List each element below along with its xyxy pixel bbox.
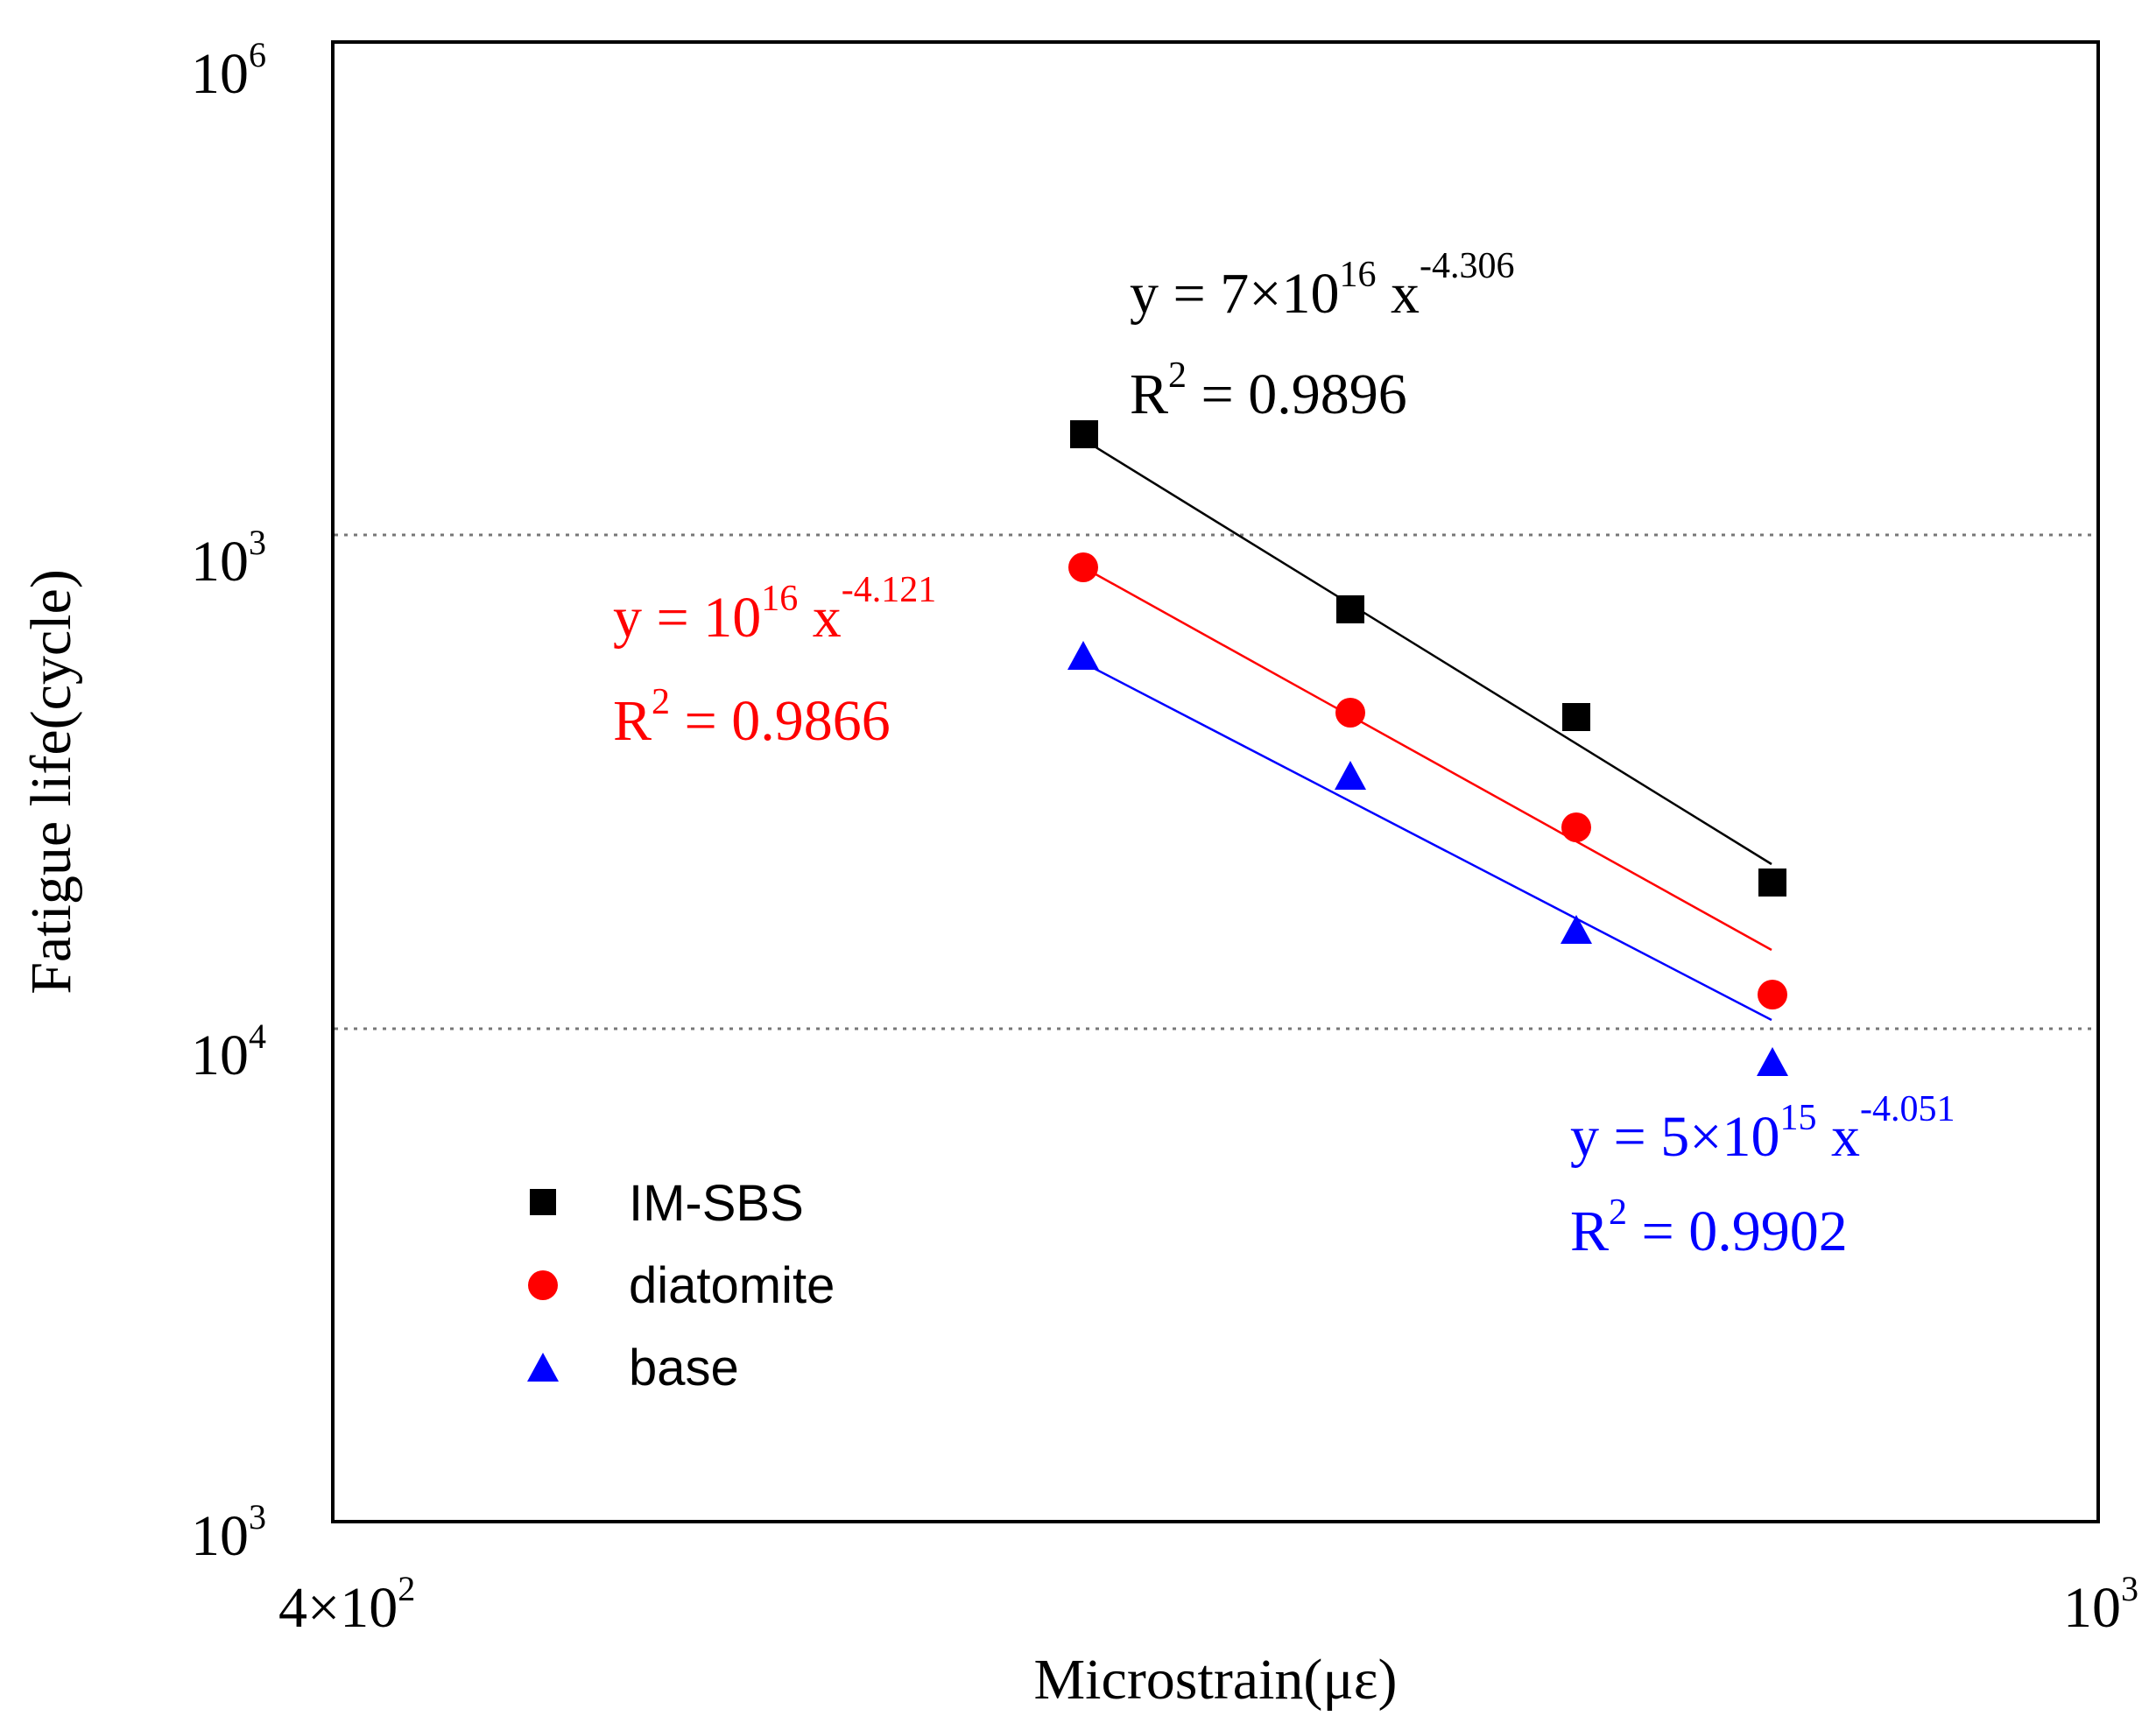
diatomite-point-2 (1335, 698, 1365, 728)
im-sbs-point-1 (1070, 420, 1098, 448)
legend-marker-im-sbs (530, 1189, 556, 1215)
legend: IM-SBS diatomite base (527, 1175, 835, 1396)
base-fit-line (1082, 661, 1772, 1022)
diatomite-point-4 (1758, 980, 1787, 1009)
base-r2: R2 = 0.9902 (1570, 1192, 1848, 1263)
base-point-3 (1561, 915, 1592, 944)
y-tick-label-1e6: 106 (191, 35, 266, 106)
base-point-4 (1757, 1047, 1788, 1076)
plot-frame (331, 40, 2100, 1523)
diatomite-annotation: y = 1016 x-4.121 R2 = 0.9866 (613, 570, 936, 753)
base-markers (1067, 641, 1788, 1076)
diatomite-r2: R2 = 0.9866 (613, 682, 891, 753)
im-sbs-fit-line (1082, 438, 1772, 866)
y-tick-label-upper-1e3: 103 (191, 523, 266, 594)
fit-lines (1082, 438, 1772, 1022)
im-sbs-point-2 (1336, 595, 1364, 623)
y-tick-label-1e4: 104 (191, 1016, 266, 1087)
legend-label-base: base (629, 1340, 739, 1396)
base-equation: y = 5×1015 x-4.051 (1570, 1089, 1955, 1169)
im-sbs-equation: y = 7×1016 x-4.306 (1130, 246, 1514, 326)
legend-label-diatomite: diatomite (629, 1257, 835, 1314)
base-annotation: y = 5×1015 x-4.051 R2 = 0.9902 (1570, 1089, 1955, 1263)
diatomite-fit-line (1082, 566, 1772, 952)
y-axis-title: Fatigue life(cycle) (19, 569, 83, 995)
x-axis-title: Microstrain(με) (1034, 1648, 1398, 1712)
gridlines (335, 533, 2096, 1030)
legend-label-im-sbs: IM-SBS (629, 1175, 804, 1232)
im-sbs-point-3 (1562, 703, 1590, 731)
diatomite-markers (1068, 552, 1787, 1009)
base-point-2 (1335, 761, 1366, 790)
diatomite-point-1 (1068, 552, 1098, 582)
diatomite-point-3 (1561, 812, 1591, 842)
base-point-1 (1067, 641, 1099, 670)
x-tick-label-1000: 103 (2063, 1569, 2138, 1640)
im-sbs-annotation: y = 7×1016 x-4.306 R2 = 0.9896 (1130, 246, 1514, 426)
im-sbs-r2: R2 = 0.9896 (1130, 355, 1407, 426)
im-sbs-point-4 (1758, 869, 1786, 897)
im-sbs-markers (1070, 420, 1786, 897)
legend-marker-base (527, 1353, 559, 1382)
y-tick-label-1e3: 103 (191, 1497, 266, 1568)
x-tick-label-400: 4×102 (278, 1569, 415, 1640)
diatomite-equation: y = 1016 x-4.121 (613, 570, 936, 650)
legend-marker-diatomite (528, 1270, 558, 1300)
